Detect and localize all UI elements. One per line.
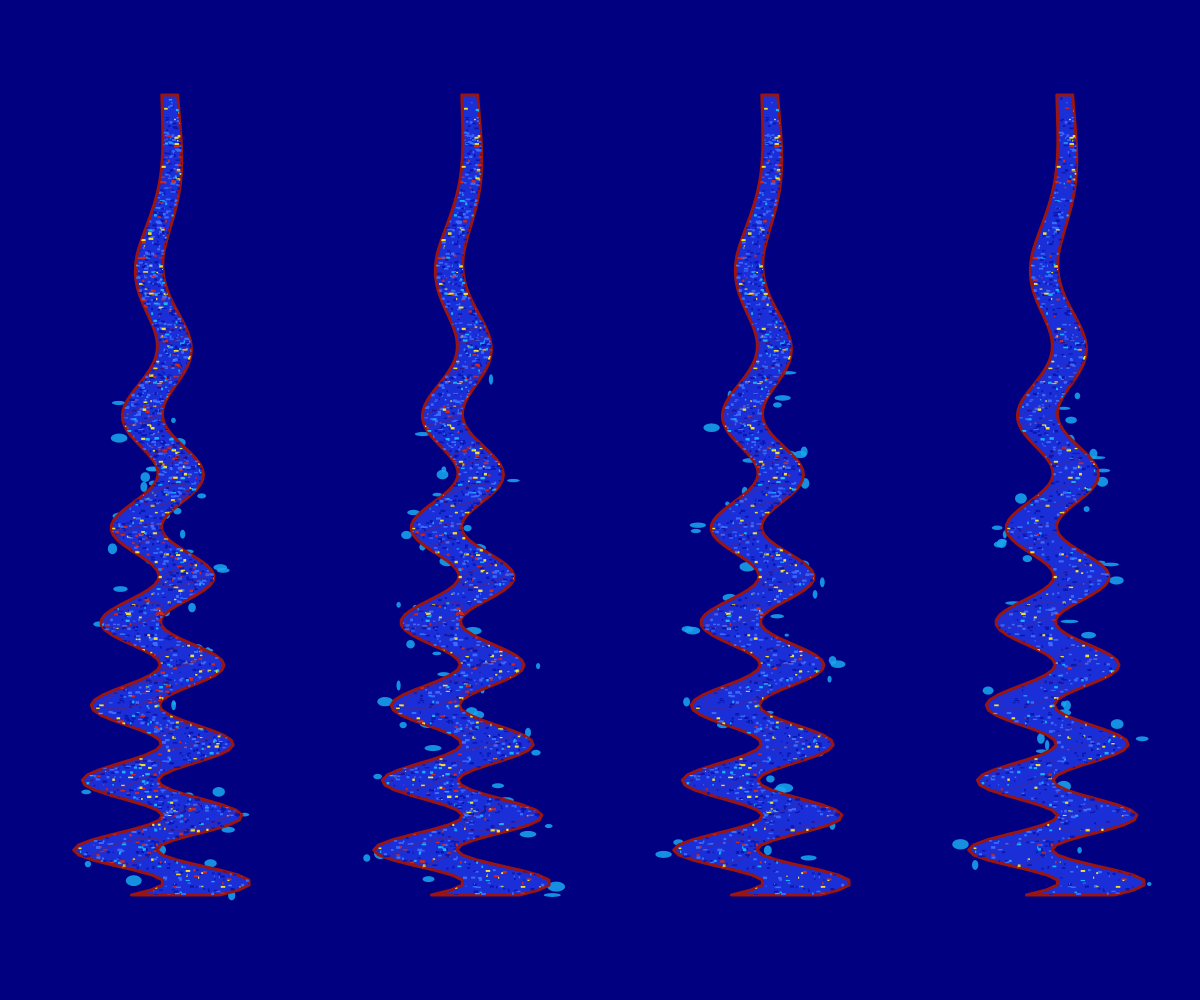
helix-body (72, 93, 251, 897)
helix-4 (952, 93, 1152, 897)
helix-2 (363, 93, 566, 897)
helix-3 (655, 93, 851, 897)
helix-panels (72, 93, 1152, 901)
cyan-halo (363, 374, 566, 897)
helix-1 (72, 93, 251, 901)
helix-body (672, 93, 851, 897)
speckle-texture (78, 99, 250, 895)
